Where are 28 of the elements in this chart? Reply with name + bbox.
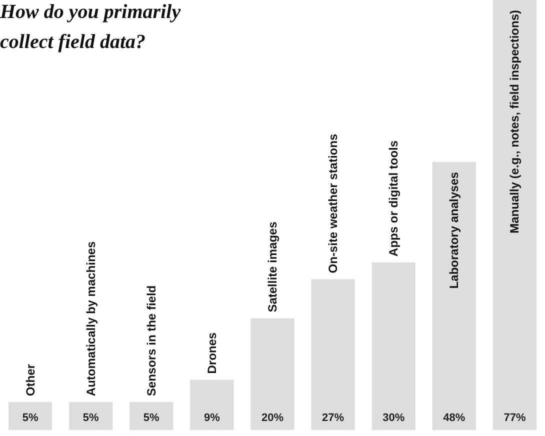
x-tick-label: Laboratory analyses — [447, 172, 462, 289]
data-label: 30% — [382, 412, 405, 424]
bar — [250, 318, 294, 430]
bar — [372, 262, 416, 430]
data-label: 77% — [504, 412, 526, 424]
bar — [432, 162, 476, 430]
x-tick-label: Drones — [204, 332, 219, 374]
data-label: 5% — [143, 412, 160, 424]
x-tick-label: Automatically by machines — [84, 241, 98, 396]
bar — [190, 380, 234, 430]
x-tick-label: Other — [23, 364, 38, 396]
x-tick-label: Satellite images — [266, 221, 280, 312]
x-tick-label: Manually (e.g., notes, field inspections) — [508, 10, 522, 234]
data-label: 5% — [22, 412, 38, 424]
x-tick-label: Sensors in the field — [144, 285, 158, 396]
data-label: 9% — [204, 412, 220, 424]
bar — [8, 402, 52, 430]
data-label: 20% — [261, 412, 284, 424]
bar — [69, 402, 113, 430]
data-label: 5% — [82, 412, 99, 424]
text: How do you primarily collect field data? — [0, 1, 181, 53]
bar — [311, 279, 355, 430]
x-tick-label: On-site weather stations — [326, 134, 340, 274]
data-label: 48% — [443, 412, 466, 424]
x-tick-label: Apps or digital tools — [386, 140, 401, 256]
bar — [492, 0, 537, 430]
data-label: 27% — [322, 412, 344, 424]
bar — [130, 402, 174, 430]
